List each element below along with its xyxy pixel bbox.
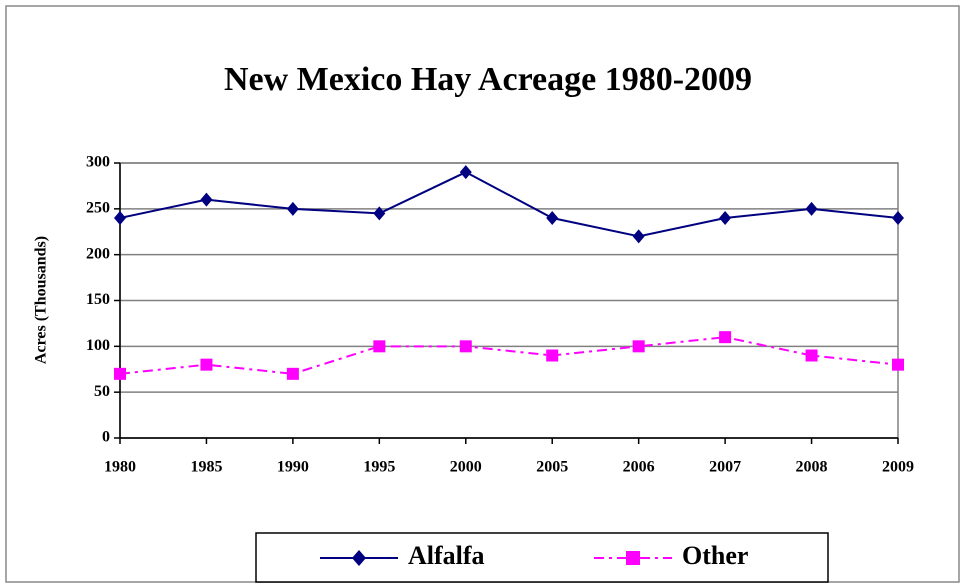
data-point bbox=[546, 349, 559, 362]
chart-border bbox=[5, 5, 960, 583]
data-point bbox=[200, 358, 213, 371]
data-point bbox=[892, 211, 904, 225]
series-line bbox=[119, 171, 899, 238]
data-point bbox=[114, 367, 126, 380]
y-tick-label: 50 bbox=[94, 383, 110, 400]
x-tick-label: 2000 bbox=[450, 459, 482, 476]
y-tick-label: 150 bbox=[86, 291, 110, 308]
y-tick-label: 200 bbox=[86, 245, 110, 262]
data-point bbox=[286, 201, 299, 216]
data-point bbox=[719, 211, 732, 225]
data-point bbox=[632, 229, 645, 244]
legend-marker bbox=[626, 551, 640, 565]
x-tick-label: 2007 bbox=[709, 459, 741, 476]
data-point bbox=[805, 201, 818, 216]
data-point bbox=[805, 349, 818, 362]
series-line bbox=[119, 336, 899, 375]
data-point bbox=[286, 367, 299, 380]
x-tick-label: 2005 bbox=[536, 459, 568, 476]
x-tick-label: 1980 bbox=[104, 459, 136, 476]
y-tick-label: 300 bbox=[86, 154, 110, 171]
data-point bbox=[373, 206, 386, 221]
data-point bbox=[632, 340, 645, 353]
x-tick-label: 2006 bbox=[623, 459, 655, 476]
x-tick-label: 1995 bbox=[363, 459, 395, 476]
x-tick-label: 2009 bbox=[882, 459, 914, 476]
legend-label: Other bbox=[682, 541, 748, 570]
y-axis-label: Acres (Thousands) bbox=[33, 236, 50, 364]
legend-label: Alfalfa bbox=[408, 541, 485, 570]
data-point bbox=[114, 211, 126, 225]
y-tick-label: 0 bbox=[102, 429, 110, 446]
y-tick-label: 100 bbox=[86, 337, 110, 354]
data-point bbox=[546, 211, 559, 225]
x-tick-label: 1990 bbox=[277, 459, 309, 476]
y-tick-label: 250 bbox=[86, 200, 110, 217]
x-tick-label: 1985 bbox=[190, 459, 222, 476]
data-point bbox=[200, 192, 213, 207]
data-point bbox=[719, 331, 732, 344]
chart-title: New Mexico Hay Acreage 1980-2009 bbox=[224, 61, 752, 98]
data-point bbox=[892, 358, 904, 371]
data-point bbox=[459, 165, 472, 180]
legend-marker bbox=[352, 550, 366, 566]
x-tick-label: 2008 bbox=[796, 459, 828, 476]
data-point bbox=[373, 340, 386, 353]
data-point bbox=[459, 340, 472, 353]
